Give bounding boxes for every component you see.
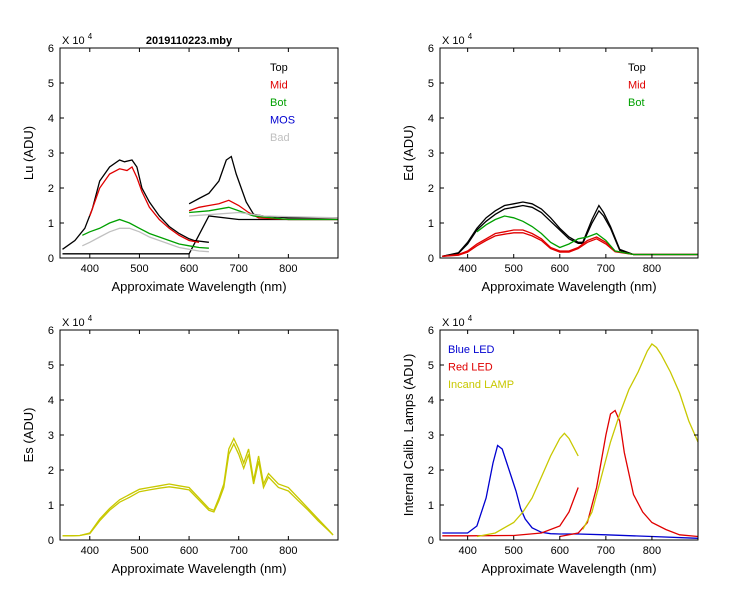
legend-entry-mid: Mid <box>270 80 288 92</box>
x-tick-label: 600 <box>180 545 198 557</box>
panel-lu: 400 500 600 700 800 0 1 2 3 4 5 6 X 10 4 2019110223.m… <box>21 32 339 294</box>
y-tick-label: 6 <box>48 325 54 337</box>
y-tick-label: 0 <box>48 535 54 547</box>
y-tick-label: 4 <box>48 113 54 125</box>
x-tick-label: 400 <box>458 263 476 275</box>
x-tick-label: 800 <box>643 545 661 557</box>
y-tick-label: 2 <box>428 183 434 195</box>
y-axis-label: Es (ADU) <box>21 408 36 463</box>
x-tick-label: 800 <box>279 263 297 275</box>
panel-lamps: 400 500 600 700 800 0 1 2 3 4 5 6 X 10 4 Approximate … <box>401 314 699 576</box>
y-tick-label: 3 <box>48 148 54 160</box>
y-tick-label: 6 <box>48 43 54 55</box>
y-tick-label: 1 <box>428 500 434 512</box>
y-tick-label: 5 <box>48 360 54 372</box>
legend-entry-bot: Bot <box>628 97 645 109</box>
y-axis-label: Ed (ADU) <box>401 125 416 181</box>
legend-entry-blue-led: Blue LED <box>448 344 495 356</box>
y-tick-label: 4 <box>48 395 54 407</box>
y-tick-label: 2 <box>48 183 54 195</box>
y-tick-label: 0 <box>48 253 54 265</box>
y-tick-label: 6 <box>428 325 434 337</box>
x-tick-label: 500 <box>130 263 148 275</box>
legend-entry-red-led: Red LED <box>448 362 493 374</box>
x-axis-label: Approximate Wavelength (nm) <box>481 279 656 294</box>
series-line-top <box>188 155 338 219</box>
series-group <box>62 436 334 537</box>
series-line-es <box>62 436 334 537</box>
series-line-blue-led <box>442 444 699 539</box>
y-tick-label: 1 <box>428 218 434 230</box>
series-line-incand-lamp <box>476 432 579 538</box>
y-tick-label: 2 <box>48 465 54 477</box>
x-tick-label: 700 <box>230 263 248 275</box>
series-group <box>442 343 699 539</box>
x-tick-label: 400 <box>458 545 476 557</box>
chart-title: 2019110223.mby <box>146 35 233 47</box>
x-tick-label: 500 <box>505 263 523 275</box>
x-tick-label: 700 <box>597 263 615 275</box>
legend-entry-bot: Bot <box>270 97 287 109</box>
x-tick-label: 400 <box>81 545 99 557</box>
x-tick-label: 600 <box>180 263 198 275</box>
series-group <box>62 155 339 255</box>
legend-entry-top: Top <box>270 62 288 74</box>
x-tick-label: 700 <box>597 545 615 557</box>
series-line-bot <box>189 206 338 221</box>
series-line-incand-lamp <box>582 343 699 530</box>
y-tick-label: 5 <box>48 78 54 90</box>
y-axis-label: Internal Calib. Lamps (ADU) <box>401 354 416 517</box>
x-axis-label: Approximate Wavelength (nm) <box>111 561 286 576</box>
y-tick-label: 1 <box>48 218 54 230</box>
exponent-label: X 10 4 <box>62 314 93 329</box>
y-tick-label: 3 <box>428 430 434 442</box>
y-tick-label: 4 <box>428 113 434 125</box>
series-group <box>442 201 698 257</box>
plot-frame <box>59 329 339 541</box>
series-line-bot <box>476 215 698 256</box>
legend-entry-mos: MOS <box>270 115 295 127</box>
x-tick-label: 600 <box>551 263 569 275</box>
x-tick-label: 500 <box>130 545 148 557</box>
x-tick-label: 700 <box>230 545 248 557</box>
y-tick-label: 1 <box>48 500 54 512</box>
y-tick-label: 5 <box>428 78 434 90</box>
x-tick-label: 800 <box>643 263 661 275</box>
x-tick-label: 600 <box>551 545 569 557</box>
y-tick-label: 5 <box>428 360 434 372</box>
y-tick-label: 6 <box>428 43 434 55</box>
panel-es: 400 500 600 700 800 0 1 2 3 4 5 6 X 10 4 Approximate … <box>21 314 339 576</box>
series-line-mid <box>89 166 200 243</box>
x-tick-label: 800 <box>279 545 297 557</box>
series-line-top <box>442 204 698 257</box>
series-line-es <box>62 442 334 537</box>
y-tick-label: 0 <box>428 253 434 265</box>
exponent-label: X 10 4 <box>442 314 473 329</box>
x-tick-label: 400 <box>81 263 99 275</box>
x-axis-label: Approximate Wavelength (nm) <box>481 561 656 576</box>
series-line-bad <box>189 211 339 219</box>
series-line-red-led <box>442 487 579 537</box>
y-tick-label: 3 <box>428 148 434 160</box>
exponent-label: X 10 4 <box>62 32 93 47</box>
series-line-red-led <box>559 409 699 538</box>
y-tick-label: 3 <box>48 430 54 442</box>
series-line-mid <box>442 232 698 257</box>
series-line-bot <box>82 218 209 249</box>
x-tick-label: 500 <box>505 545 523 557</box>
legend-entry-incand-lamp: Incand LAMP <box>448 379 514 391</box>
y-tick-label: 2 <box>428 465 434 477</box>
y-tick-label: 4 <box>428 395 434 407</box>
exponent-label: X 10 4 <box>442 32 473 47</box>
legend-entry-top: Top <box>628 62 646 74</box>
legend-entry-bad: Bad <box>270 132 290 144</box>
y-axis-label: Lu (ADU) <box>21 126 36 180</box>
legend-entry-mid: Mid <box>628 80 646 92</box>
panel-ed: 400 500 600 700 800 0 1 2 3 4 5 6 X 10 4 Approximate … <box>401 32 699 294</box>
x-axis-label: Approximate Wavelength (nm) <box>111 279 286 294</box>
y-tick-label: 0 <box>428 535 434 547</box>
series-line-bad <box>82 227 209 253</box>
